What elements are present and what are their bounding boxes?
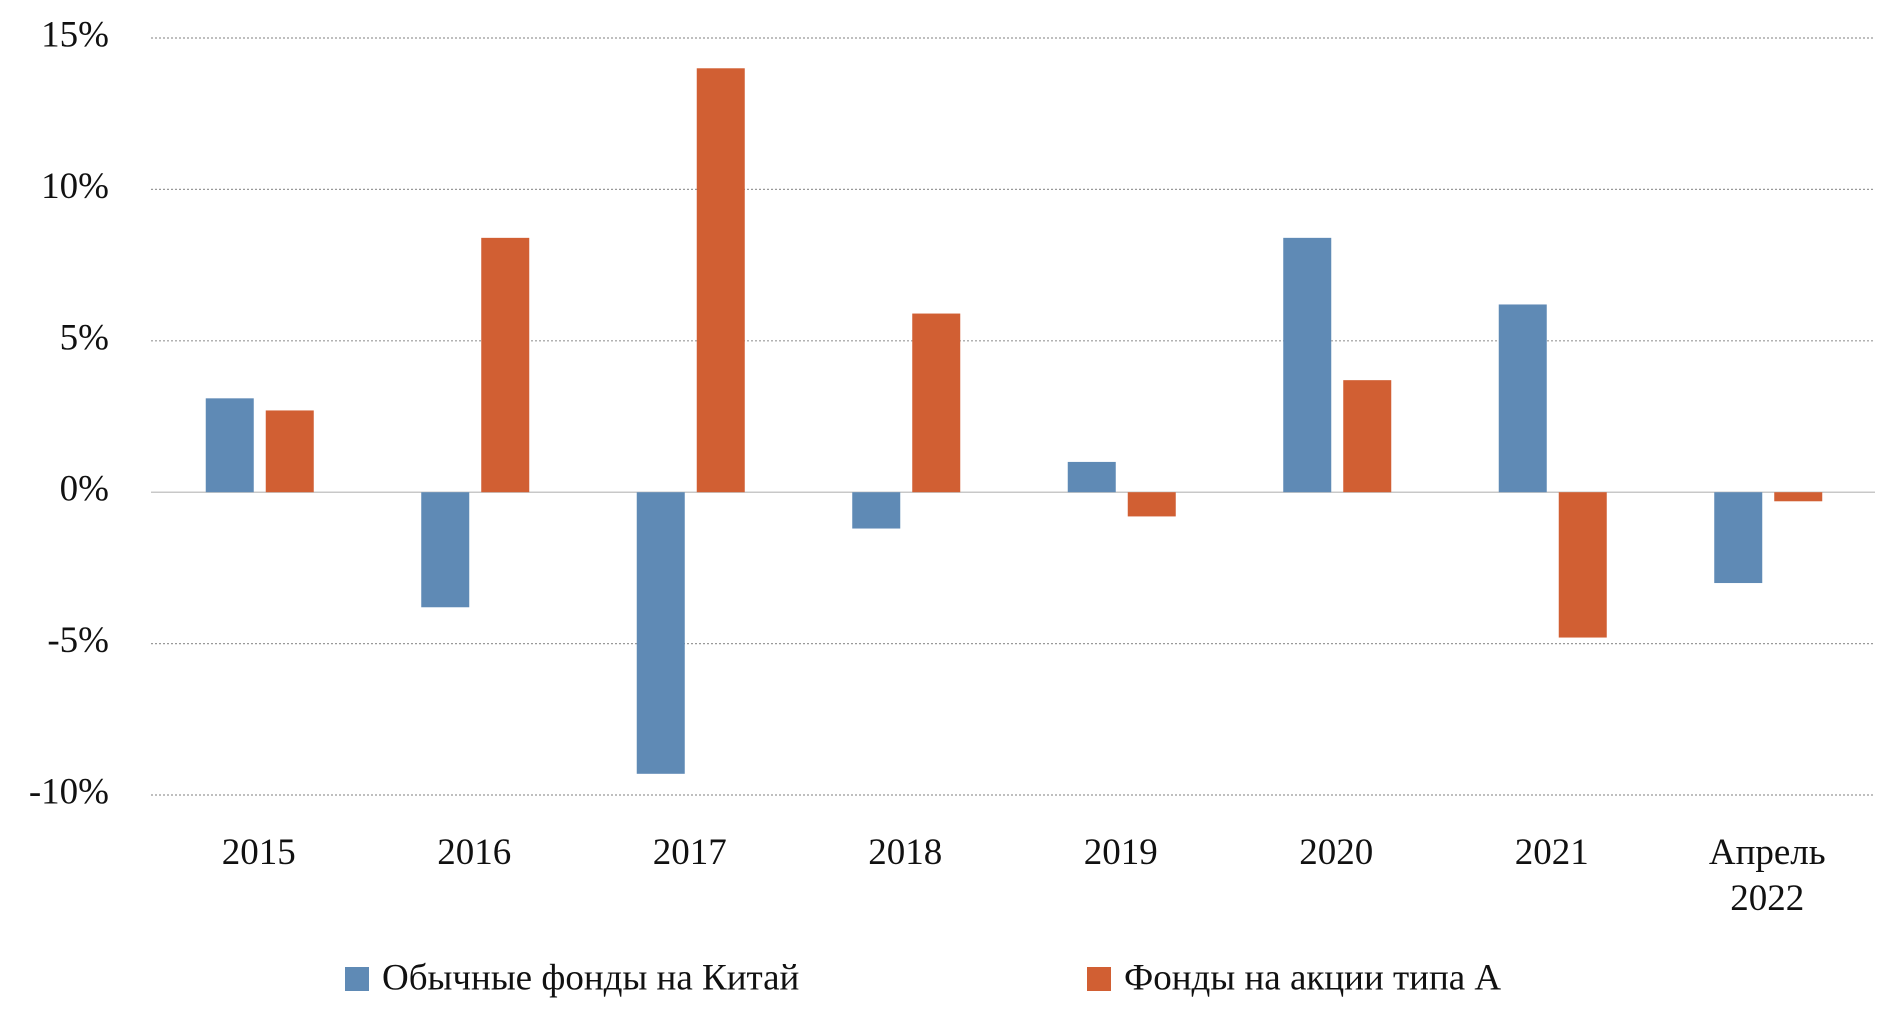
bar [265,410,314,493]
bar [912,313,961,493]
y-tick-label: 10% [41,166,109,207]
bar [636,492,685,774]
legend-label: Фонды на акции типа А [1124,957,1501,998]
bar [696,68,745,493]
x-tick-label: 2017 [652,832,727,873]
bar [205,398,254,493]
bar [1558,492,1607,638]
x-tick-label: 2015 [221,832,296,873]
y-tick-label: 0% [60,469,109,510]
y-tick-label: -10% [29,771,109,812]
x-tick-label: Апрель 2022 [1708,832,1826,919]
bar [1067,461,1116,493]
bar [1714,492,1763,584]
bar [1343,380,1392,493]
x-tick-label: 2019 [1083,832,1158,873]
x-tick-label: 2021 [1514,832,1589,873]
y-tick-label: -5% [47,620,109,661]
bar [852,492,901,529]
x-tick-label: 2016 [437,832,512,873]
bar [1774,492,1823,502]
bar [1498,304,1547,493]
legend-label: Обычные фонды на Китай [382,957,799,998]
x-tick-label: 2018 [868,832,943,873]
legend-swatch [345,967,369,991]
bar [421,492,470,608]
bar [1127,492,1176,517]
bar [481,237,530,493]
y-tick-label: 5% [60,317,109,358]
y-tick-label: 15% [41,14,109,55]
bar [1283,237,1332,493]
legend-swatch [1087,967,1111,991]
x-tick-label: 2020 [1299,832,1374,873]
